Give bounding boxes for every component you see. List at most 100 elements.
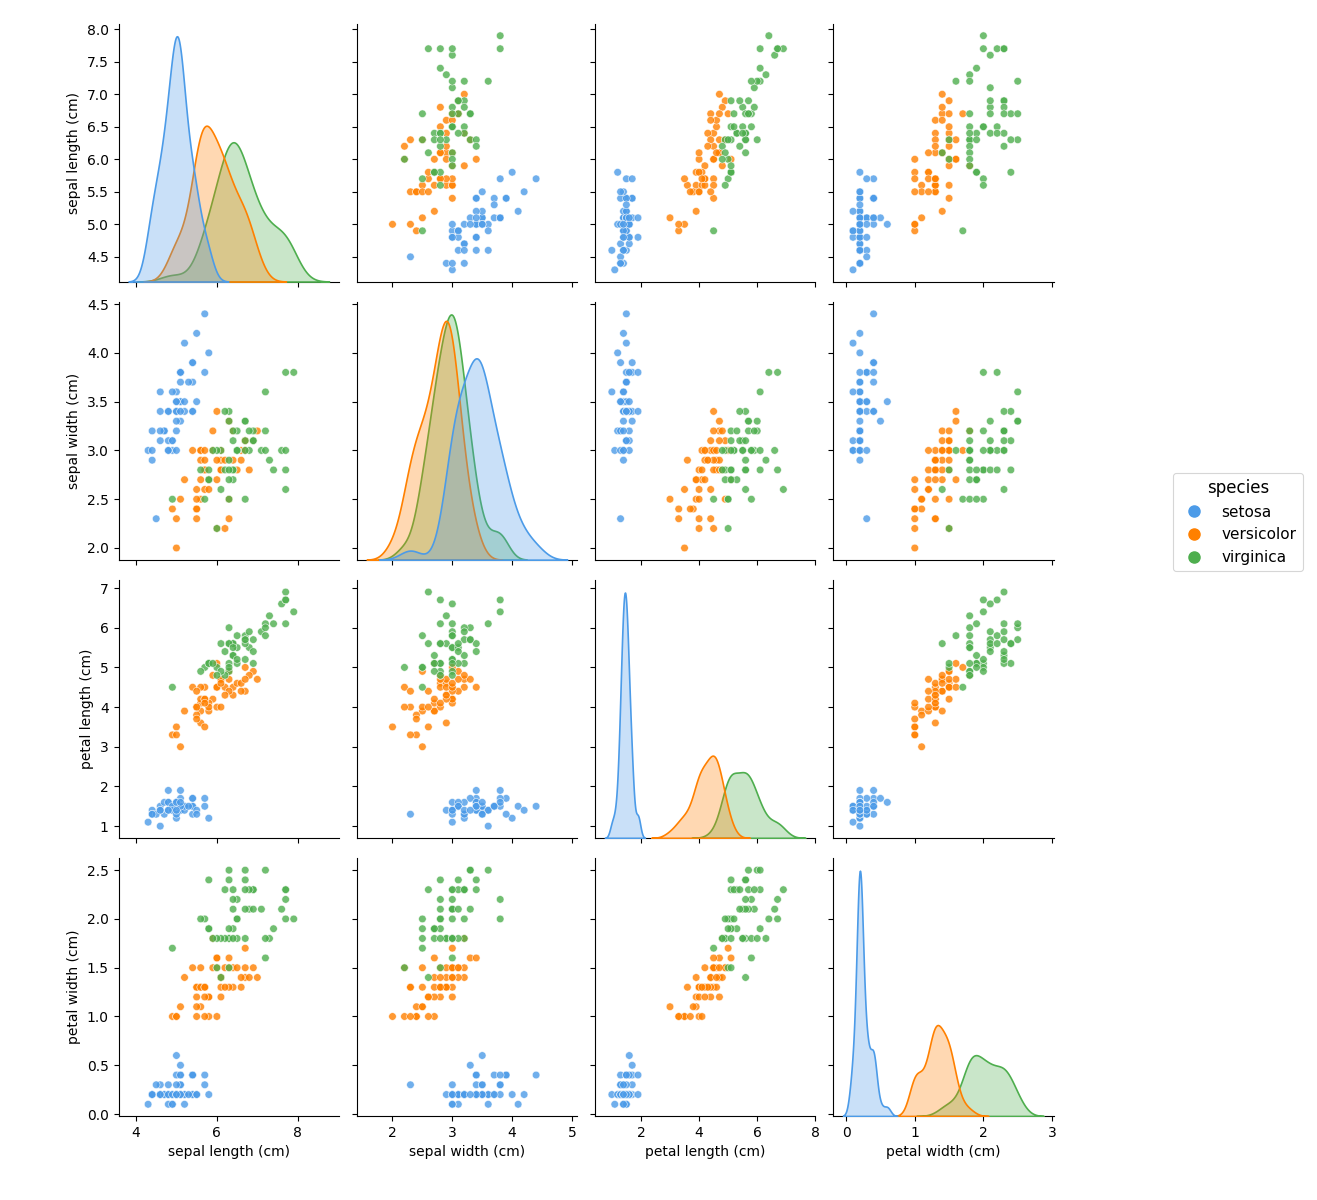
Point xyxy=(973,461,994,480)
Point xyxy=(619,1046,640,1066)
Point xyxy=(619,228,640,247)
Point xyxy=(412,130,433,149)
Point xyxy=(863,797,884,816)
Point xyxy=(448,797,469,816)
Point xyxy=(849,202,871,221)
Point xyxy=(622,188,643,208)
Point xyxy=(150,1085,171,1104)
Point xyxy=(925,169,946,188)
Point xyxy=(211,988,232,1007)
Point xyxy=(441,1085,462,1104)
Point xyxy=(182,1085,203,1104)
Point xyxy=(283,910,304,929)
Point xyxy=(223,461,244,480)
Point xyxy=(182,788,203,808)
Point xyxy=(219,978,240,997)
Point xyxy=(905,518,926,538)
Point xyxy=(441,118,462,137)
Point xyxy=(986,590,1008,610)
Point xyxy=(616,1085,637,1104)
Point xyxy=(959,661,980,680)
Point xyxy=(622,402,643,421)
Point xyxy=(946,150,967,169)
Point xyxy=(703,137,724,156)
Point xyxy=(735,130,756,149)
Point xyxy=(194,797,215,816)
Point xyxy=(448,870,469,889)
Point xyxy=(849,383,871,402)
Point xyxy=(162,431,183,450)
Point xyxy=(718,938,739,958)
Point xyxy=(720,163,741,182)
Point xyxy=(619,440,640,460)
Point xyxy=(1001,634,1022,653)
Point xyxy=(441,929,462,948)
Point xyxy=(849,805,871,824)
Point xyxy=(441,215,462,234)
Point xyxy=(701,988,722,1007)
Point xyxy=(199,1007,220,1026)
Point xyxy=(863,209,884,228)
Point xyxy=(747,412,768,431)
Point xyxy=(150,797,171,816)
Point xyxy=(952,104,973,124)
Point xyxy=(400,130,421,149)
Point xyxy=(219,412,240,431)
Point xyxy=(170,490,191,509)
Point xyxy=(182,372,203,391)
Point xyxy=(436,929,457,948)
Point xyxy=(406,1007,427,1026)
Point xyxy=(158,1085,179,1104)
Point xyxy=(441,661,462,680)
Point xyxy=(849,234,871,253)
Point xyxy=(166,1075,187,1094)
Point xyxy=(849,431,871,450)
Point xyxy=(460,630,481,649)
Point xyxy=(856,800,877,820)
Point xyxy=(939,431,960,450)
Point xyxy=(429,654,450,673)
Point xyxy=(466,634,487,653)
Point xyxy=(242,958,263,977)
Point xyxy=(441,1094,462,1114)
Point xyxy=(911,490,932,509)
Point xyxy=(424,919,445,938)
Point xyxy=(931,110,952,130)
Point xyxy=(610,188,631,208)
Point xyxy=(612,440,633,460)
Point xyxy=(689,978,710,997)
Point xyxy=(382,215,403,234)
Point xyxy=(856,805,877,824)
Point xyxy=(718,130,739,149)
Point xyxy=(730,137,751,156)
Y-axis label: Density: Density xyxy=(0,404,14,457)
Point xyxy=(939,118,960,137)
Point xyxy=(965,130,986,149)
Point xyxy=(162,725,183,744)
Point xyxy=(234,431,255,450)
Point xyxy=(674,1007,695,1026)
Point xyxy=(223,431,244,450)
Point xyxy=(471,1075,493,1094)
Point xyxy=(182,1085,203,1104)
Point xyxy=(429,124,450,143)
Point xyxy=(186,978,207,997)
Point xyxy=(980,440,1001,460)
Point xyxy=(727,124,748,143)
Point xyxy=(158,402,179,421)
Point xyxy=(701,182,722,202)
Point xyxy=(612,1094,633,1114)
Point xyxy=(219,490,240,509)
Point xyxy=(275,614,296,634)
Point xyxy=(170,372,191,391)
Point xyxy=(610,1085,631,1104)
Point xyxy=(158,431,179,450)
Point xyxy=(715,910,736,929)
Point xyxy=(448,1085,469,1104)
Point xyxy=(911,702,932,721)
Point xyxy=(250,900,271,919)
Point xyxy=(190,440,211,460)
Point xyxy=(227,890,248,910)
Point xyxy=(215,666,236,685)
Point xyxy=(946,670,967,689)
